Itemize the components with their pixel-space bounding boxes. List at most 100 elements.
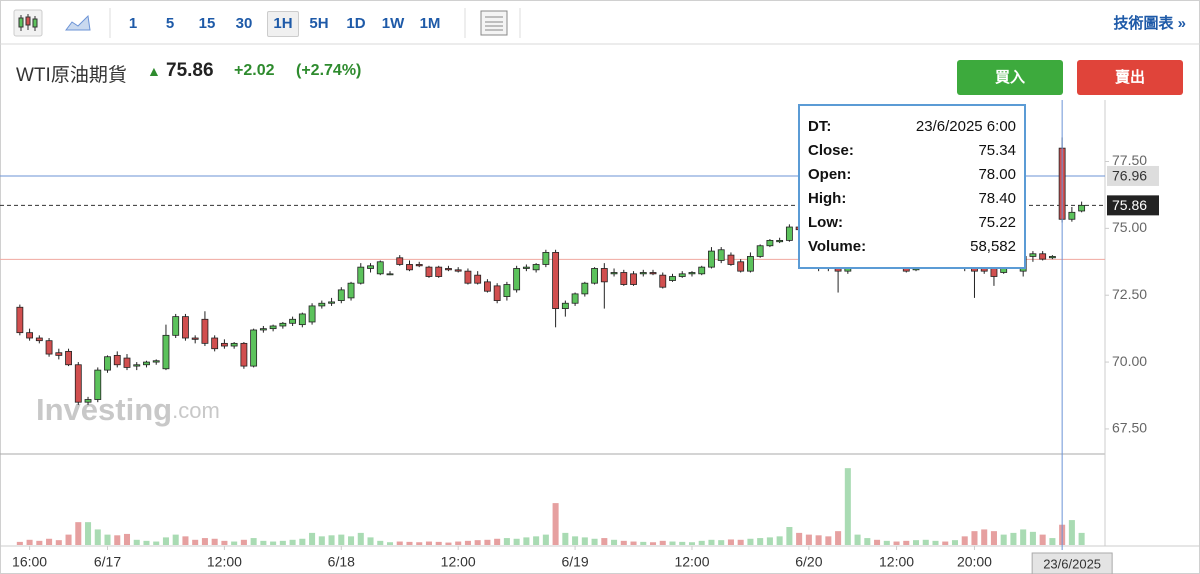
candle-body xyxy=(435,266,443,277)
candle-body xyxy=(220,342,228,347)
candle-body xyxy=(639,272,647,275)
x-tick-label: 6/20 xyxy=(795,554,822,570)
volume-bar xyxy=(815,535,822,545)
interval-button[interactable]: 5H xyxy=(309,15,329,32)
candle-body xyxy=(240,342,248,367)
candle-body xyxy=(406,264,413,271)
candle-body xyxy=(1039,253,1047,260)
candle-body xyxy=(133,364,141,367)
interval-button[interactable]: 30 xyxy=(235,15,253,32)
tooltip-label: Low: xyxy=(808,214,843,231)
volume-bar xyxy=(1029,531,1036,545)
candle-body xyxy=(649,272,657,275)
x-tick-label: 6/17 xyxy=(94,554,121,570)
volume-bar xyxy=(737,539,744,545)
candle-body xyxy=(55,352,63,356)
interval-button[interactable]: 1D xyxy=(346,15,366,32)
volume-bar xyxy=(133,539,140,545)
volume-bar xyxy=(1020,529,1027,545)
volume-bar xyxy=(718,540,725,545)
volume-bar xyxy=(172,534,179,545)
candle-body xyxy=(84,399,92,403)
volume-bar xyxy=(494,538,501,545)
volume-bar xyxy=(961,536,968,545)
volume-bar xyxy=(679,541,686,545)
volume-bar xyxy=(94,529,101,545)
interval-button[interactable]: 5 xyxy=(165,15,175,32)
candle-body xyxy=(367,265,374,269)
interval-button[interactable]: 1M xyxy=(419,15,441,32)
volume-bar xyxy=(435,541,442,545)
volume-bar xyxy=(835,531,842,545)
volume-bar xyxy=(533,536,540,545)
candle-body xyxy=(318,302,326,307)
candle-body xyxy=(581,282,589,295)
volume-bar xyxy=(630,541,637,545)
candle-body xyxy=(785,226,793,241)
candle-body xyxy=(610,272,618,275)
candle-body xyxy=(94,369,102,400)
candle-body xyxy=(201,318,209,344)
area-icon[interactable] xyxy=(65,14,91,31)
tooltip-value: 58,582 xyxy=(970,238,1016,255)
volume-bar xyxy=(357,532,364,545)
volume-bar xyxy=(309,532,316,545)
tooltip-value: 75.22 xyxy=(978,214,1016,231)
tooltip-value: 75.34 xyxy=(978,142,1016,159)
volume-bar xyxy=(26,539,33,545)
volume-bar xyxy=(669,541,676,545)
candle-body xyxy=(172,316,180,336)
volume-bar xyxy=(416,542,423,545)
volume-bar xyxy=(46,538,53,545)
y-tick-label: 77.50 xyxy=(1112,152,1147,168)
candle-body xyxy=(289,318,297,324)
volume-bar xyxy=(805,534,812,545)
candle-body xyxy=(483,281,491,292)
sell-button[interactable]: 賣出 xyxy=(1077,60,1183,95)
candle-body xyxy=(425,266,433,277)
up-arrow: ▲ xyxy=(147,63,161,79)
watermark-brand: Investing xyxy=(36,392,172,427)
volume-bar xyxy=(85,522,92,545)
price: 75.86 xyxy=(166,60,214,81)
interval-button[interactable]: 1H xyxy=(267,11,299,37)
interval-button[interactable]: 15 xyxy=(198,15,216,32)
candle-body xyxy=(620,272,628,285)
candle-body xyxy=(250,329,258,367)
volume-bar xyxy=(562,532,569,545)
interval-button[interactable]: 1 xyxy=(128,15,138,32)
news-icon[interactable] xyxy=(480,10,508,36)
volume-bar xyxy=(854,534,861,545)
news-icon-lines xyxy=(485,16,503,31)
candle-body xyxy=(688,272,696,275)
volume-bar xyxy=(601,538,608,545)
instrument-name: WTI原油期貨 xyxy=(16,65,127,86)
candle-body xyxy=(630,273,637,285)
candle-body xyxy=(522,266,530,269)
volume-bar xyxy=(757,538,764,545)
interval-button[interactable]: 1W xyxy=(381,15,405,32)
candle-body xyxy=(454,269,462,272)
watermark: Investing.com xyxy=(36,392,220,427)
volume-bar xyxy=(474,540,481,545)
volume-bar xyxy=(503,538,510,545)
volume-bar xyxy=(893,541,900,545)
volume-bar xyxy=(708,539,715,545)
candle-body xyxy=(474,274,482,284)
candle-body xyxy=(747,256,754,272)
crosshair-label: 23/6/2025 xyxy=(1043,556,1101,571)
candle-body xyxy=(16,306,24,334)
candle-body xyxy=(415,264,423,267)
x-tick-label: 6/19 xyxy=(561,554,588,570)
buy-button[interactable]: 買入 xyxy=(957,60,1063,95)
tech-chart-link[interactable]: 技術圖表 » xyxy=(1113,15,1186,32)
candle-body xyxy=(678,273,686,277)
candle-body xyxy=(143,361,150,366)
volume-bar xyxy=(192,539,199,545)
candle-body xyxy=(104,356,111,371)
tooltip-value: 78.40 xyxy=(978,190,1016,207)
candle-body xyxy=(308,305,316,323)
volume-bar xyxy=(270,541,277,545)
candle-body xyxy=(35,337,43,342)
